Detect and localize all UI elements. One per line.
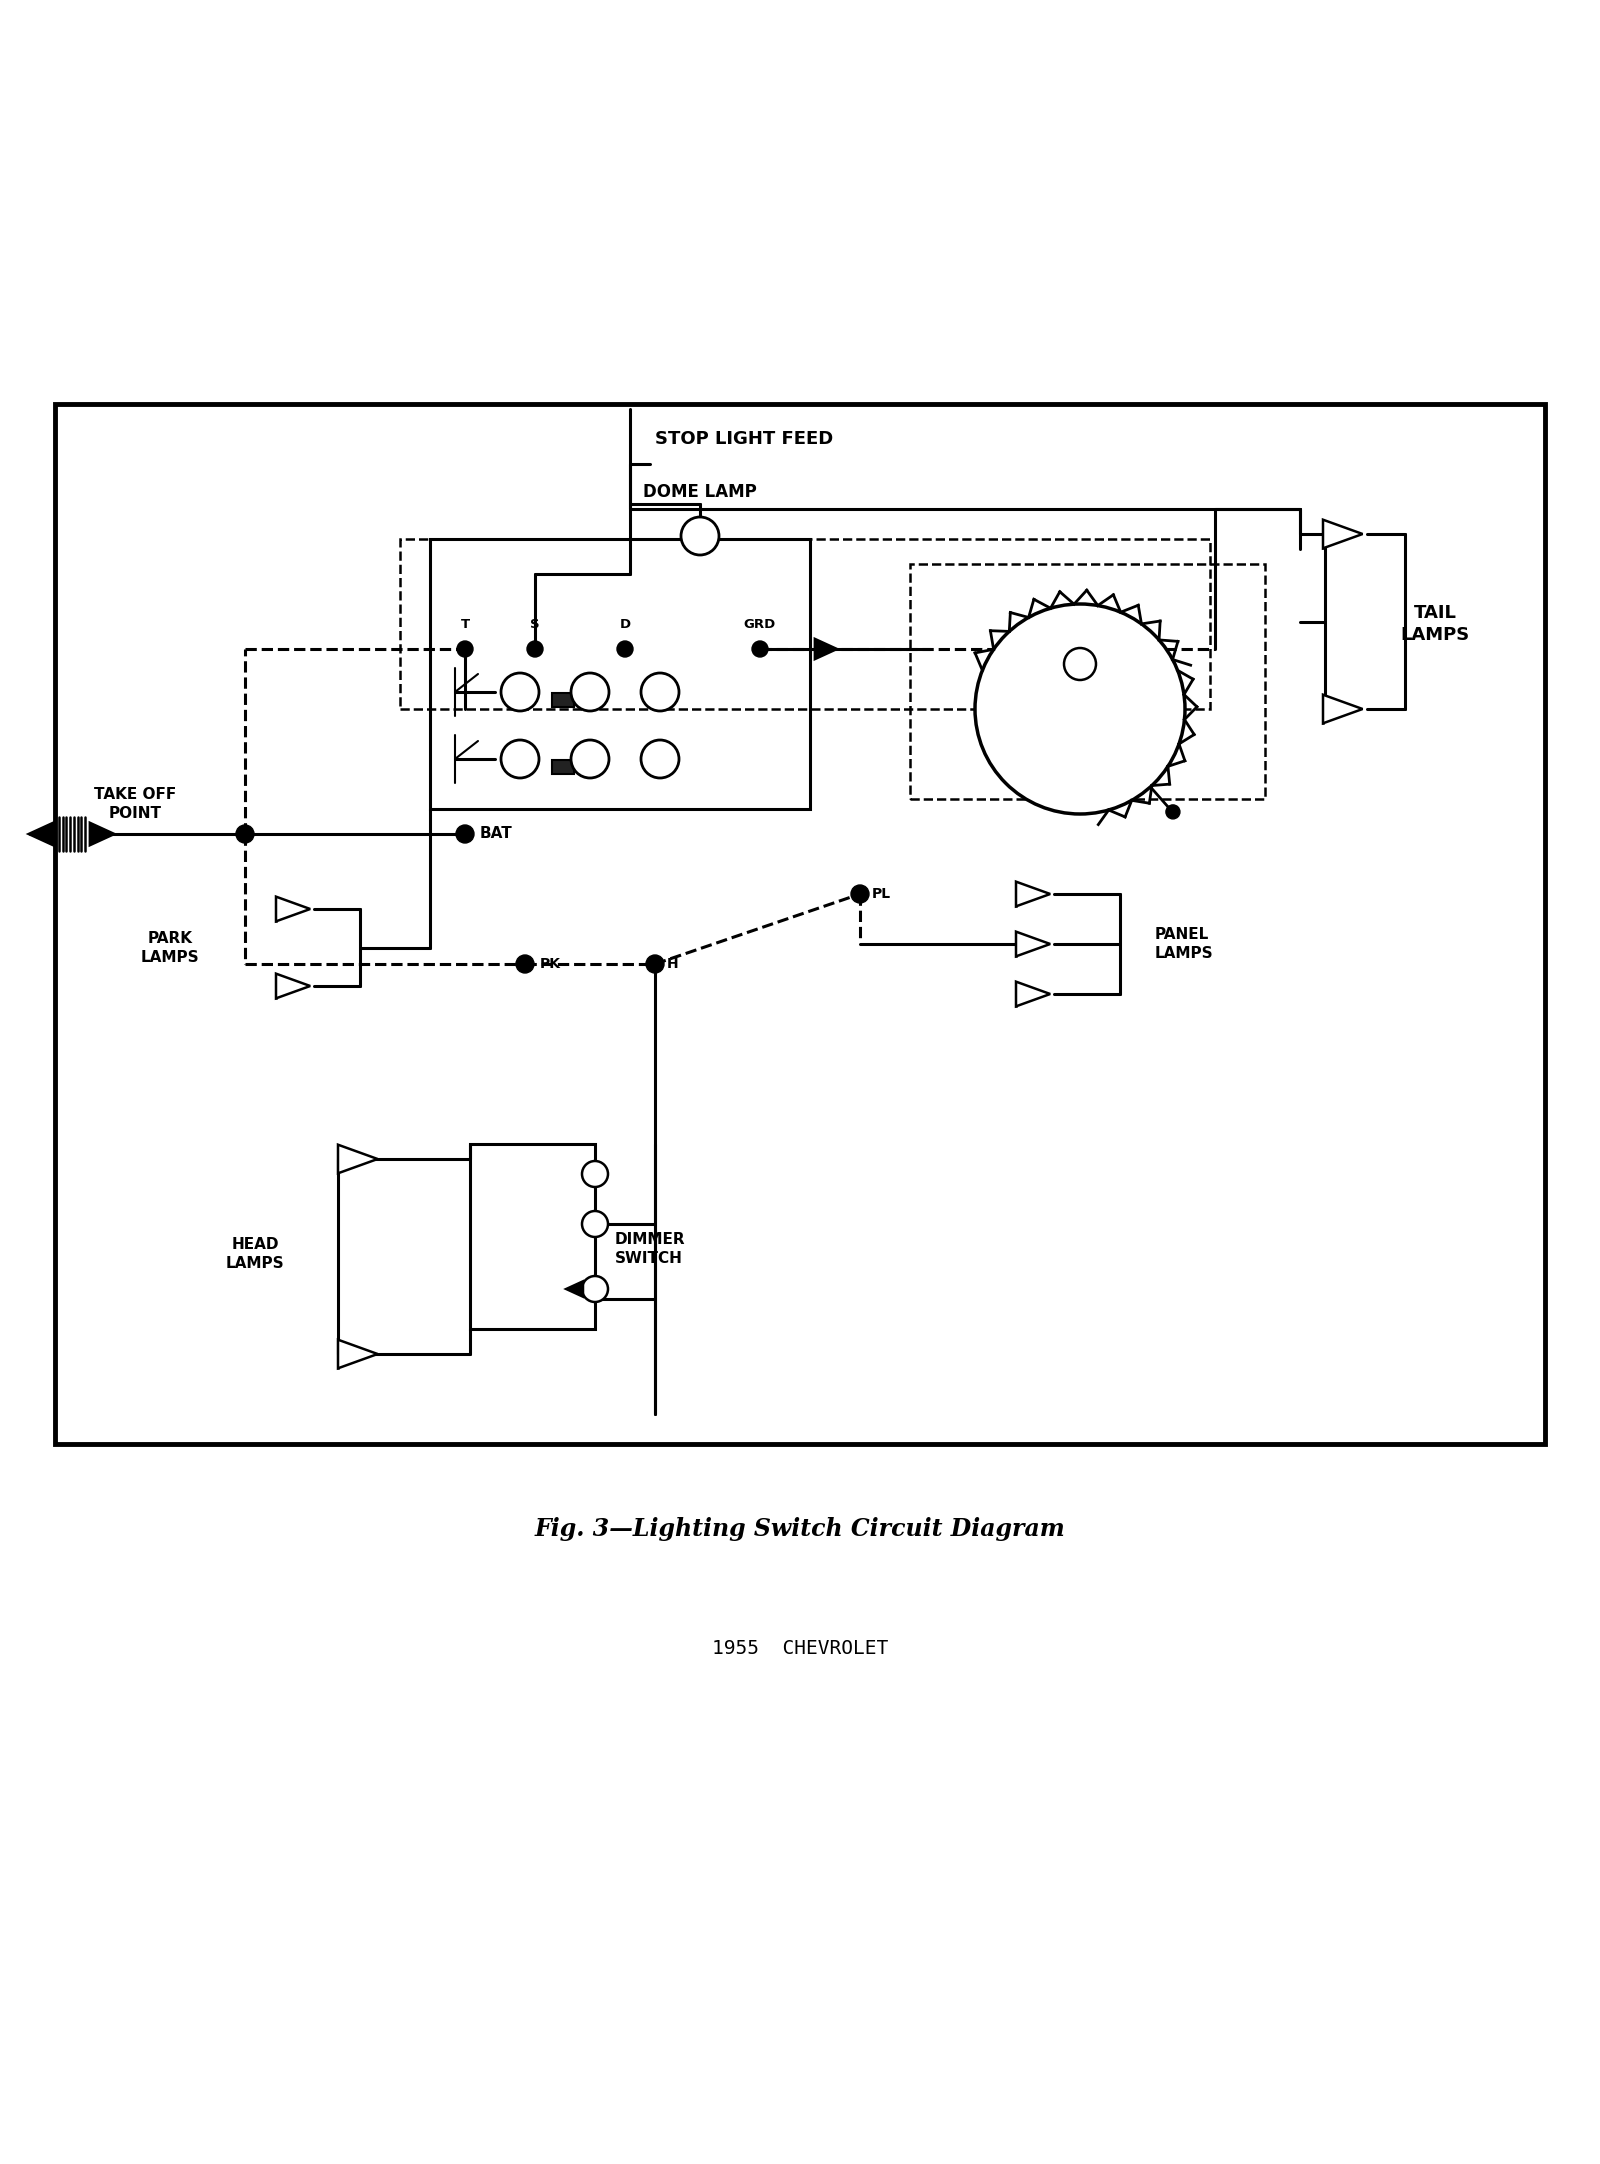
Circle shape — [646, 954, 664, 974]
Polygon shape — [1323, 695, 1363, 723]
Circle shape — [456, 824, 474, 844]
Polygon shape — [814, 638, 837, 658]
Text: GRD: GRD — [744, 619, 776, 632]
Polygon shape — [29, 822, 53, 844]
Text: PL: PL — [872, 887, 891, 900]
Text: PANEL
LAMPS: PANEL LAMPS — [1155, 926, 1214, 961]
Text: T: T — [461, 619, 469, 632]
Polygon shape — [277, 974, 310, 998]
Circle shape — [582, 1277, 608, 1303]
Polygon shape — [566, 1281, 582, 1296]
Text: D: D — [619, 619, 630, 632]
Bar — [910, 565, 1266, 799]
Circle shape — [458, 641, 474, 658]
Text: DIMMER
SWITCH: DIMMER SWITCH — [614, 1231, 686, 1266]
Polygon shape — [338, 1145, 378, 1173]
Bar — [54, 405, 1546, 1443]
Text: BAT: BAT — [480, 827, 512, 842]
Polygon shape — [1016, 982, 1050, 1006]
Text: HEAD
LAMPS: HEAD LAMPS — [226, 1238, 285, 1270]
Circle shape — [1166, 805, 1179, 818]
Circle shape — [526, 641, 542, 658]
Circle shape — [582, 1212, 608, 1238]
Bar — [552, 692, 574, 708]
Circle shape — [974, 604, 1186, 814]
Text: S: S — [530, 619, 539, 632]
Bar — [470, 1145, 595, 1329]
Polygon shape — [90, 822, 114, 844]
Polygon shape — [1016, 881, 1050, 907]
Circle shape — [501, 740, 539, 779]
Text: DOME LAMP: DOME LAMP — [643, 483, 757, 502]
Text: 1955  CHEVROLET: 1955 CHEVROLET — [712, 1640, 888, 1658]
Circle shape — [571, 740, 610, 779]
Text: PARK
LAMPS: PARK LAMPS — [141, 931, 200, 965]
Polygon shape — [1016, 933, 1050, 956]
Polygon shape — [277, 896, 310, 922]
Circle shape — [571, 673, 610, 712]
Bar — [430, 539, 810, 809]
Bar — [400, 539, 1210, 710]
Text: H: H — [667, 956, 678, 972]
Text: STOP LIGHT FEED: STOP LIGHT FEED — [654, 431, 834, 448]
Text: PK: PK — [541, 956, 562, 972]
Text: TAKE OFF
POINT: TAKE OFF POINT — [94, 788, 176, 820]
Circle shape — [752, 641, 768, 658]
Polygon shape — [338, 1340, 378, 1368]
Circle shape — [642, 740, 678, 779]
Text: TAIL
LAMPS: TAIL LAMPS — [1400, 604, 1470, 645]
Circle shape — [237, 824, 254, 844]
Circle shape — [682, 517, 718, 554]
Circle shape — [618, 641, 634, 658]
Circle shape — [851, 885, 869, 902]
Bar — [552, 760, 574, 775]
Circle shape — [501, 673, 539, 712]
Circle shape — [1064, 647, 1096, 679]
Circle shape — [642, 673, 678, 712]
Circle shape — [515, 954, 534, 974]
Text: Fig. 3—Lighting Switch Circuit Diagram: Fig. 3—Lighting Switch Circuit Diagram — [534, 1517, 1066, 1541]
Polygon shape — [1323, 519, 1363, 547]
Circle shape — [582, 1162, 608, 1188]
